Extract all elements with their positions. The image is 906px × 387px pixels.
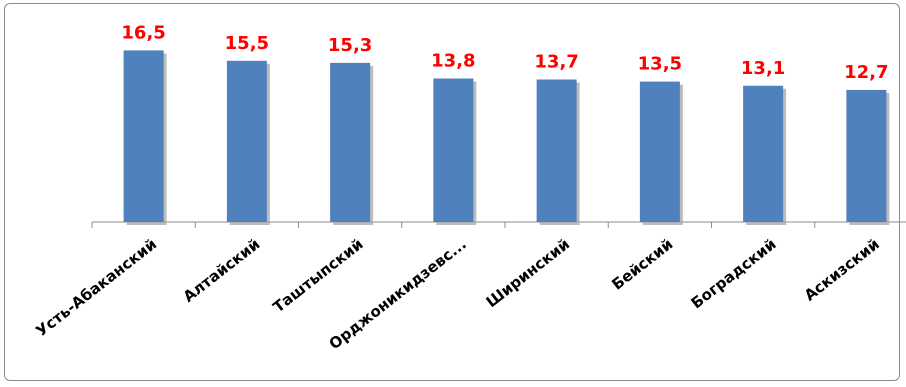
value-label: 13,7	[534, 52, 578, 73]
value-label: 12,7	[844, 62, 888, 83]
category-label: Бейский	[608, 235, 676, 294]
category-label: Аскизский	[801, 235, 883, 305]
bar	[123, 50, 164, 223]
value-label: 13,5	[638, 54, 682, 75]
category-label: Ширинский	[483, 235, 573, 311]
value-label: 13,8	[431, 50, 475, 71]
value-label: 15,5	[225, 33, 269, 54]
bar	[536, 79, 577, 223]
category-label: Алтайский	[180, 235, 264, 306]
value-label: 13,1	[741, 58, 785, 79]
bar	[226, 60, 267, 222]
category-label: Таштыпский	[270, 235, 367, 316]
bar	[846, 89, 887, 222]
value-label: 16,5	[121, 22, 165, 43]
value-label: 15,3	[328, 35, 372, 56]
bar	[743, 85, 784, 222]
bar	[639, 81, 680, 222]
bar	[330, 62, 371, 222]
category-label: Усть-Абаканский	[33, 235, 161, 340]
category-label: Боградский	[688, 235, 780, 312]
bar	[433, 78, 474, 222]
